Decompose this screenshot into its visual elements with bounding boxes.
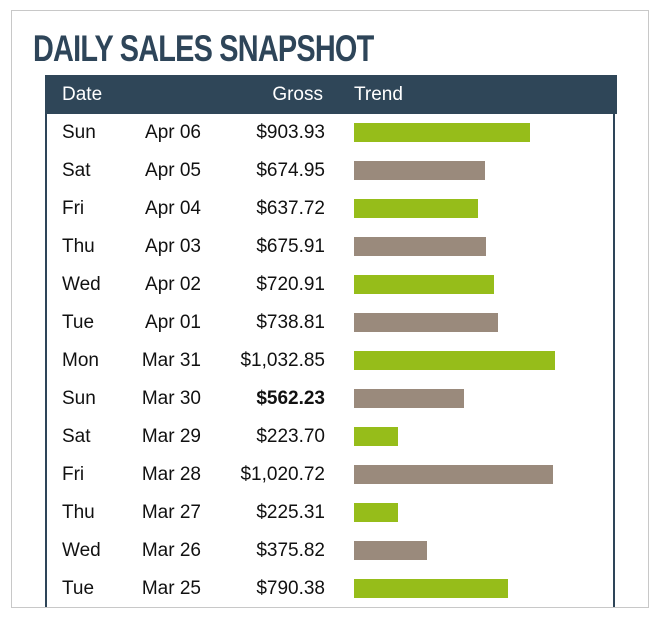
table-row: Tue Apr 01 $738.81 [47,304,613,342]
table-row: Sat Mar 29 $223.70 [47,418,613,456]
trend-bar [354,579,508,598]
date-cell: Apr 06 [145,122,201,143]
trend-bar [354,351,555,370]
gross-cell: $790.38 [256,578,325,599]
date-cell: Apr 02 [145,274,201,295]
date-cell: Mar 30 [141,388,201,409]
column-header-gross: Gross [272,84,323,105]
trend-bar [354,123,530,142]
table-row: Thu Apr 03 $675.91 [47,228,613,266]
table-row: Tue Mar 25 $790.38 [47,570,613,607]
day-cell: Sun [62,122,96,143]
trend-bar [354,275,494,294]
column-header-trend: Trend [354,84,403,105]
table-row: Thu Mar 27 $225.31 [47,494,613,532]
date-cell: Mar 29 [141,426,201,447]
table-row: Wed Apr 02 $720.91 [47,266,613,304]
day-cell: Tue [62,578,95,599]
table-row: Sat Apr 05 $674.95 [47,152,613,190]
day-cell: Fri [62,464,85,485]
gross-cell: $1,020.72 [240,464,325,485]
trend-bar [354,199,478,218]
table-row: Mon Mar 31 $1,032.85 [47,342,613,380]
table-row: Sun Mar 30 $562.23 [47,380,613,418]
page-title: DAILY SALES SNAPSHOT [33,28,374,69]
date-cell: Mar 27 [141,502,201,523]
gross-cell: $562.23 [256,388,325,409]
gross-cell: $1,032.85 [240,350,325,371]
trend-bar [354,237,486,256]
column-header-date: Date [62,84,103,105]
table-row: Fri Mar 28 $1,020.72 [47,456,613,494]
date-cell: Mar 31 [141,350,201,371]
date-cell: Apr 01 [145,312,201,333]
gross-cell: $738.81 [256,312,325,333]
table-row: Sun Apr 06 $903.93 [47,114,613,152]
day-cell: Sat [62,426,91,447]
table-row: Wed Mar 26 $375.82 [47,532,613,570]
trend-bar [354,427,398,446]
trend-bar [354,465,553,484]
gross-cell: $375.82 [256,540,325,561]
gross-cell: $223.70 [256,426,325,447]
trend-bar [354,313,498,332]
day-cell: Thu [62,236,95,257]
table-row: Fri Apr 04 $637.72 [47,190,613,228]
day-cell: Wed [62,274,101,295]
gross-cell: $675.91 [256,236,325,257]
report-frame: DAILY SALES SNAPSHOT Date Gross Trend Su… [11,10,649,608]
trend-bar [354,541,427,560]
date-cell: Mar 28 [141,464,201,485]
day-cell: Fri [62,198,85,219]
sales-table: Date Gross Trend Sun Apr 06 $903.93 Sat Apr … [45,75,617,607]
trend-bar [354,503,398,522]
date-cell: Mar 25 [141,578,201,599]
gross-cell: $903.93 [256,122,325,143]
gross-cell: $225.31 [256,502,325,523]
day-cell: Tue [62,312,95,333]
table-header: Date Gross Trend [45,75,617,114]
day-cell: Sun [62,388,96,409]
date-cell: Apr 05 [145,160,201,181]
day-cell: Wed [62,540,101,561]
gross-cell: $720.91 [256,274,325,295]
date-cell: Apr 03 [145,236,201,257]
day-cell: Sat [62,160,91,181]
trend-bar [354,389,464,408]
gross-cell: $637.72 [256,198,325,219]
trend-bar [354,161,485,180]
day-cell: Mon [62,350,99,371]
date-cell: Mar 26 [141,540,201,561]
date-cell: Apr 04 [145,198,201,219]
gross-cell: $674.95 [256,160,325,181]
day-cell: Thu [62,502,95,523]
